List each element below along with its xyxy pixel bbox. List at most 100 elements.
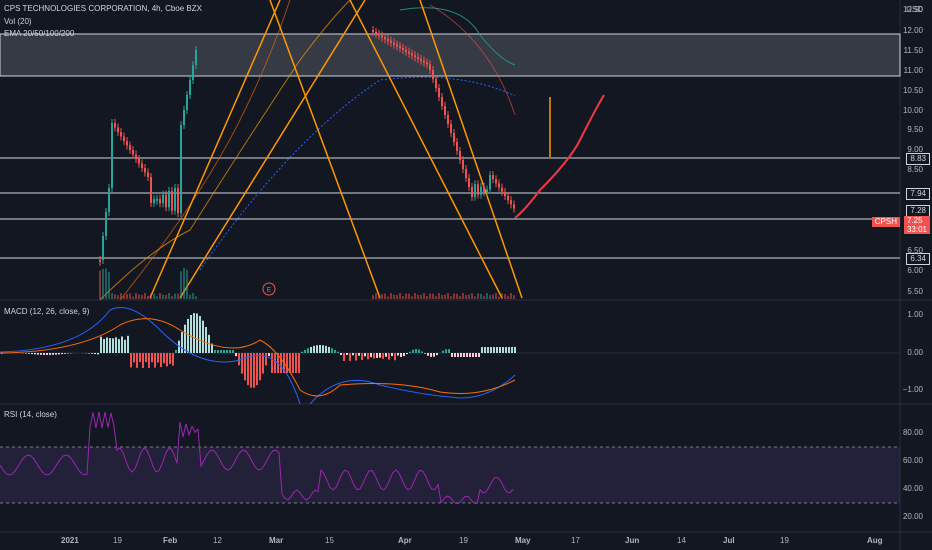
trendline-2[interactable] — [179, 0, 366, 299]
time-axis[interactable]: 2021 19 Feb 12 Mar 15 Apr 19 May 17 Jun 14 Jul 19 Aug — [0, 534, 900, 550]
macd-histogram-bar — [232, 350, 234, 353]
trendline-4[interactable] — [349, 0, 503, 299]
macd-histogram-bar — [463, 353, 465, 357]
macd-histogram-bar — [223, 350, 225, 353]
macd-histogram-bar — [148, 353, 150, 368]
macd-histogram-bar — [172, 353, 174, 366]
macd-histogram-bar — [160, 353, 162, 368]
volume-bar — [108, 271, 110, 299]
volume-bar — [165, 294, 167, 299]
volume-bar — [162, 294, 164, 299]
rsi-tick-20: 20.00 — [902, 512, 923, 521]
volume-bar — [393, 294, 395, 299]
macd-histogram-bar — [205, 327, 207, 353]
macd-histogram-bar — [100, 336, 102, 353]
volume-bar — [138, 294, 140, 299]
trendline-1[interactable] — [149, 0, 281, 299]
time-label: Mar — [269, 536, 284, 545]
trendline-5[interactable] — [419, 0, 523, 299]
rsi-line — [0, 411, 514, 505]
macd-histogram-bar — [199, 316, 201, 353]
macd-histogram-bar — [460, 353, 462, 357]
macd-histogram-bar — [448, 349, 450, 353]
time-label: 17 — [571, 536, 580, 545]
volume-bar — [102, 269, 104, 299]
macd-histogram-bar — [373, 353, 375, 359]
macd-histogram-bar — [310, 346, 312, 353]
volume-bar — [483, 295, 485, 299]
macd-histogram-bar — [244, 353, 246, 381]
volume-bar — [174, 293, 176, 299]
resistance-zone-rectangle[interactable] — [0, 33, 901, 77]
macd-histogram-bar — [388, 353, 390, 360]
macd-histogram-bar — [280, 353, 282, 373]
macd-histogram-bar — [481, 347, 483, 353]
volume-legend[interactable]: Vol (20) — [4, 17, 32, 26]
macd-histogram-bar — [355, 353, 357, 361]
volume-bar — [171, 296, 173, 299]
trendline-3[interactable] — [269, 0, 381, 299]
macd-histogram-bar — [124, 339, 126, 353]
macd-histogram-bar — [193, 313, 195, 353]
volume-bar — [441, 294, 443, 299]
macd-histogram-bar — [313, 345, 315, 353]
price-tick: 12.00 — [902, 26, 923, 35]
macd-histogram-bar — [31, 353, 33, 355]
macd-histogram-bar — [55, 353, 57, 355]
macd-histogram-bar — [415, 349, 417, 353]
macd-histogram-bar — [436, 353, 438, 356]
volume-bar — [153, 293, 155, 299]
price-axis[interactable]: USD 12.50 12.00 11.50 11.00 10.50 10.00 9.50 9.… — [900, 0, 932, 300]
macd-tick-neg1: −1.00 — [902, 385, 923, 394]
rsi-legend[interactable]: RSI (14, close) — [4, 410, 57, 419]
macd-histogram-bar — [334, 349, 336, 353]
candlestick-series — [99, 26, 515, 266]
macd-histogram-bar — [235, 353, 237, 357]
symbol-legend[interactable]: CPS TECHNOLOGIES CORPORATION, 4h, Cboe B… — [4, 4, 202, 13]
volume-bar — [132, 296, 134, 299]
price-tick: 12.50 — [902, 5, 923, 14]
macd-histogram-bar — [391, 353, 393, 357]
rsi-axis[interactable]: 80.00 60.00 40.00 20.00 — [900, 404, 932, 532]
volume-bar — [450, 296, 452, 299]
volume-bar — [471, 293, 473, 299]
macd-legend[interactable]: MACD (12, 26, close, 9) — [4, 307, 90, 316]
volume-bar — [486, 293, 488, 299]
macd-histogram-bar — [343, 353, 345, 361]
macd-histogram-bar — [112, 338, 114, 353]
macd-histogram-bar — [400, 353, 402, 357]
macd-histogram-bar — [262, 353, 264, 374]
macd-histogram-bar — [385, 353, 387, 357]
volume-bar — [507, 295, 509, 299]
price-tick: 10.00 — [902, 106, 923, 115]
macd-histogram-bar — [286, 353, 288, 373]
macd-histogram-bar — [316, 345, 318, 353]
macd-axis[interactable]: 1.00 0.00 −1.00 — [900, 300, 932, 404]
volume-bar — [462, 293, 464, 299]
level-tag-7-28: 7.28 — [906, 205, 930, 217]
volume-bar — [111, 293, 113, 299]
macd-histogram-bar — [217, 350, 219, 353]
volume-bar — [489, 295, 491, 299]
volume-bar — [378, 295, 380, 299]
macd-histogram-bar — [166, 353, 168, 367]
macd-histogram-bar — [442, 350, 444, 353]
volume-bar — [480, 293, 482, 299]
volume-bar — [426, 296, 428, 299]
macd-histogram-bar — [361, 353, 363, 360]
macd-histogram-bar — [220, 350, 222, 353]
volume-bar — [150, 293, 152, 299]
ema-legend[interactable]: EMA 20/50/100/200 — [4, 29, 75, 38]
projection-path[interactable] — [514, 94, 605, 219]
macd-histogram-bar — [43, 353, 45, 355]
earnings-marker[interactable] — [262, 282, 276, 296]
rsi-tick-40: 40.00 — [902, 484, 923, 493]
volume-bar — [156, 296, 158, 299]
macd-histogram-bar — [202, 320, 204, 353]
volume-bar — [183, 268, 185, 299]
macd-histogram-bar — [454, 353, 456, 357]
macd-tick-1: 1.00 — [907, 310, 923, 319]
volume-bar — [129, 293, 131, 299]
macd-histogram-bar — [169, 353, 171, 364]
